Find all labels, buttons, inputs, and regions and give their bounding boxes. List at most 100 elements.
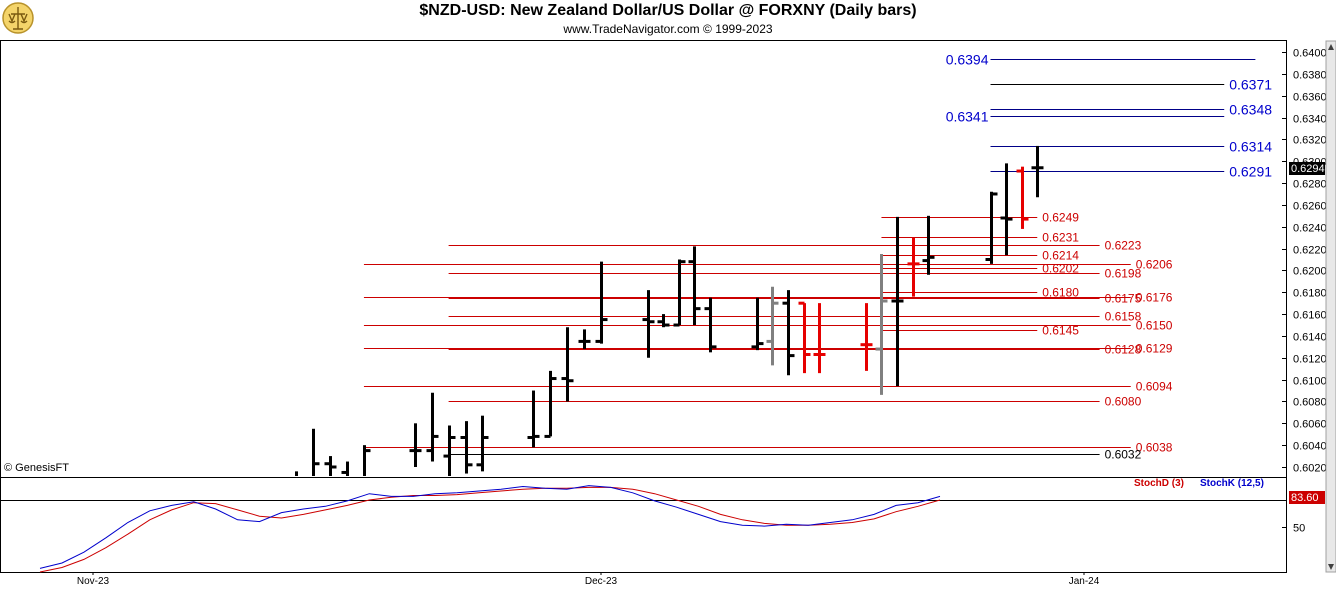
y-tick-label: 0.6340 xyxy=(1293,114,1327,126)
y-tick-label: 0.6260 xyxy=(1293,201,1327,213)
y-tick-label: 0.6320 xyxy=(1293,135,1327,147)
stochastic-panel: 50 83.60 xyxy=(0,485,1325,573)
level-label: 0.6291 xyxy=(1229,164,1272,180)
scrollbar-track xyxy=(1325,40,1336,573)
y-tick-label: 0.6400 xyxy=(1293,48,1327,60)
ohlc-bar xyxy=(688,246,701,326)
level-label: 0.6145 xyxy=(1042,324,1079,338)
stochd-line xyxy=(39,486,941,573)
level-label: 0.6180 xyxy=(1042,286,1079,300)
level-label: 0.6371 xyxy=(1229,77,1272,93)
level-label: 0.6175 xyxy=(1105,292,1142,306)
ohlc-bar xyxy=(922,215,935,275)
y-tick-label: 0.6040 xyxy=(1293,441,1327,453)
ohlc-bar xyxy=(642,290,655,358)
legend-stochk: StochK (12,5) xyxy=(1200,478,1264,489)
level-label: 0.6176 xyxy=(1136,291,1173,305)
scroll-down-icon xyxy=(1328,564,1334,570)
last-price-label: 0.6294 xyxy=(1291,163,1325,175)
y-tick-label: 0.6160 xyxy=(1293,310,1327,322)
ohlc-bar xyxy=(1000,163,1013,256)
watermark-text: © GenesisFT xyxy=(4,462,69,474)
ohlc-bar xyxy=(1016,166,1029,229)
ohlc-bar xyxy=(544,370,557,438)
chart-header: $NZD-USD: New Zealand Dollar/US Dollar @… xyxy=(0,0,1336,40)
level-label: 0.6202 xyxy=(1042,262,1079,276)
scroll-up-icon xyxy=(1328,44,1334,50)
level-label: 0.6038 xyxy=(1136,441,1173,455)
legend-stochd: StochD (3) xyxy=(1134,478,1184,489)
ohlc-bar xyxy=(1031,145,1044,198)
stochk-line xyxy=(39,485,941,569)
x-tick-label: Jan-24 xyxy=(1069,576,1100,587)
x-tick-label: Dec-23 xyxy=(585,576,618,587)
y-tick-label: 0.6180 xyxy=(1293,288,1327,300)
ohlc-bar xyxy=(578,329,591,350)
y-tick-label: 0.6380 xyxy=(1293,70,1327,82)
y-tick-label: 0.6220 xyxy=(1293,245,1327,257)
chart-subtitle: www.TradeNavigator.com © 1999-2023 xyxy=(563,22,773,36)
ohlc-bar xyxy=(766,286,779,366)
scrollbar[interactable] xyxy=(1325,40,1336,573)
ohlc-bar xyxy=(460,421,473,474)
level-label: 0.6314 xyxy=(1229,139,1272,155)
trade-navigator-logo-icon xyxy=(2,2,34,34)
ohlc-bar xyxy=(324,456,337,476)
ohlc-bar xyxy=(673,259,686,327)
ohlc-bar xyxy=(561,327,574,402)
level-label: 0.6341 xyxy=(946,109,989,125)
x-tick-label: Nov-23 xyxy=(77,576,110,587)
ohlc-bar xyxy=(782,290,795,376)
y-tick-label: 0.6020 xyxy=(1293,463,1327,475)
level-label: 0.6032 xyxy=(1105,448,1142,462)
level-label: 0.6150 xyxy=(1136,319,1173,333)
ohlc-bar xyxy=(426,392,439,462)
ohlc-bar xyxy=(907,237,920,297)
ohlc-bar xyxy=(595,261,608,344)
ohlc-bar xyxy=(443,425,456,476)
last-price-tag xyxy=(1289,162,1325,175)
level-label: 0.6128 xyxy=(1105,343,1142,357)
stochd-value-tag xyxy=(1289,491,1325,504)
level-label: 0.6249 xyxy=(1042,211,1079,225)
y-tick-label: 0.6080 xyxy=(1293,397,1327,409)
y-tick-label: 0.6200 xyxy=(1293,266,1327,278)
ohlc-bar xyxy=(813,303,826,374)
ohlc-bar xyxy=(657,314,670,328)
level-label: 0.6094 xyxy=(1136,380,1173,394)
ohlc-bar xyxy=(704,297,717,353)
chart-frame xyxy=(0,40,1287,573)
ohlc-bar xyxy=(875,254,888,395)
ohlc-bar xyxy=(312,428,320,476)
ohlc-bar xyxy=(527,390,540,448)
ohlc-bar xyxy=(985,191,998,264)
plot-border xyxy=(0,40,1287,573)
ohlc-bar xyxy=(798,301,811,374)
y-tick-label: 0.6060 xyxy=(1293,419,1327,431)
price-levels: 0.6394 0.6371 0.6348 0.6341 0.6314 0.6291 0.62… xyxy=(363,52,1272,462)
stochd-value-label: 83.60 xyxy=(1291,492,1319,504)
y-tick-label: 0.6140 xyxy=(1293,332,1327,344)
y-tick-label: 0.6120 xyxy=(1293,354,1327,366)
chart-title: $NZD-USD: New Zealand Dollar/US Dollar @… xyxy=(419,2,917,19)
level-label: 0.6223 xyxy=(1105,239,1142,253)
ohlc-bar xyxy=(409,423,422,467)
ohlc-bar xyxy=(341,461,349,476)
price-axis: 0.64000.63800.63600.63400.63200.63000.62… xyxy=(1282,48,1327,475)
price-bars xyxy=(295,145,1044,476)
y-tick-label: 0.6100 xyxy=(1293,376,1327,388)
stoch-tick-label: 50 xyxy=(1293,523,1305,535)
y-tick-label: 0.6360 xyxy=(1293,92,1327,104)
date-axis: Nov-23 Dec-23 Jan-24 xyxy=(77,572,1100,587)
ohlc-bar xyxy=(860,303,873,371)
ohlc-bar xyxy=(363,445,371,476)
y-tick-label: 0.6240 xyxy=(1293,223,1327,235)
level-label: 0.6080 xyxy=(1105,395,1142,409)
level-label: 0.6394 xyxy=(946,52,989,68)
level-label: 0.6206 xyxy=(1136,258,1173,272)
ohlc-bar xyxy=(891,216,904,387)
y-tick-label: 0.6280 xyxy=(1293,179,1327,191)
level-label: 0.6231 xyxy=(1042,231,1079,245)
level-label: 0.6348 xyxy=(1229,102,1272,118)
